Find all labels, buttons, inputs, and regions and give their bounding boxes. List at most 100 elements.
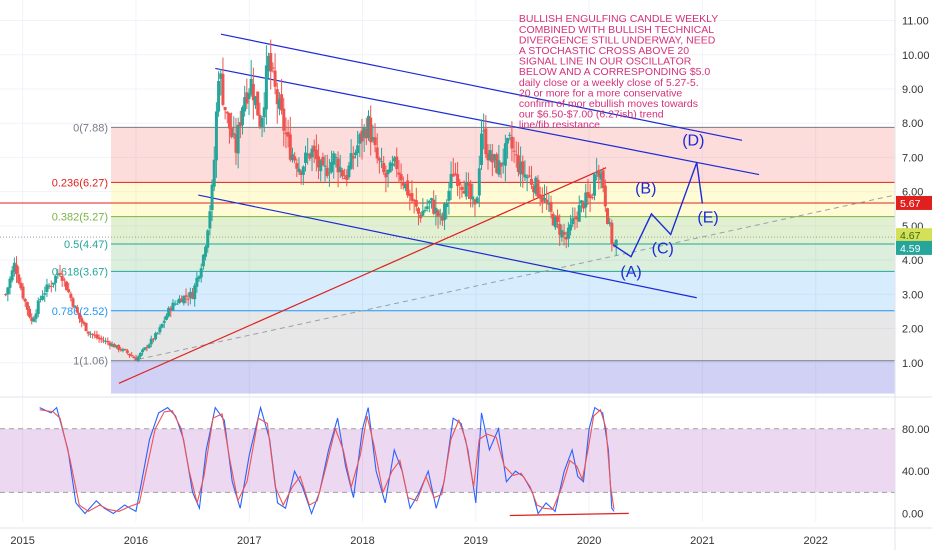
candle-body [197, 276, 201, 279]
oscillator-tick-label: 0.00 [902, 509, 923, 521]
candle-body [514, 154, 518, 156]
candle-body [204, 246, 208, 257]
price-tick-label: 9.00 [902, 84, 923, 96]
candle-body [473, 199, 477, 205]
candle-body [508, 134, 512, 136]
candle-body [436, 210, 440, 217]
candle-body [408, 193, 412, 197]
time-tick-label: 2020 [577, 535, 601, 547]
candle-body [438, 213, 442, 215]
candle-body [297, 168, 301, 172]
candle-body [184, 295, 188, 297]
dashed-support-line[interactable] [130, 194, 896, 362]
candle-body [145, 347, 149, 349]
wave-label: (A) [620, 264, 641, 281]
time-axis[interactable]: 2015 2016 2017 2018 2019 2020 2021 2022 [0, 527, 932, 547]
candle-body [273, 70, 277, 87]
price-tick-label: 4.00 [902, 255, 923, 267]
candle-body [477, 168, 481, 196]
candle-body [527, 175, 531, 177]
candle-body [23, 298, 27, 302]
candle-body [93, 334, 97, 336]
channel-upper-inner-line[interactable] [215, 67, 760, 176]
candle-body [597, 169, 601, 177]
candle-body [336, 158, 340, 173]
time-tick-label: 2022 [803, 535, 827, 547]
candle-body [606, 208, 610, 224]
candle-body [73, 306, 77, 308]
wave-label: (D) [682, 132, 704, 149]
annotation-line: DIVERGENCE STILL UNDERWAY, NEED [519, 34, 716, 46]
candle-body [393, 157, 397, 162]
candle-body [277, 98, 281, 109]
candle-body [340, 170, 344, 177]
candle-body [353, 152, 357, 156]
price-tick-label: 10.00 [902, 50, 930, 62]
candle-body [382, 163, 386, 173]
candle-body [499, 162, 503, 167]
wave-path[interactable] [612, 162, 704, 258]
candle-body [15, 264, 19, 275]
candle-body [282, 108, 286, 131]
candle-body [564, 236, 568, 240]
channel-upper-line[interactable] [220, 33, 743, 141]
candle-body [51, 282, 55, 285]
candle-body [386, 169, 390, 175]
candle-body [319, 160, 323, 172]
fib-band [111, 271, 895, 311]
fib-level-label: 1(1.06) [73, 356, 108, 368]
candle-body [471, 196, 475, 200]
candle-body [399, 174, 403, 181]
wave-label: (C) [652, 240, 674, 257]
time-tick-label: 2017 [237, 535, 261, 547]
candle-body [425, 206, 429, 209]
price-tag-box [896, 195, 932, 210]
wave-projection[interactable]: (A) (B) (C) (D) (E) [612, 132, 719, 281]
candle-body [349, 153, 353, 169]
oscillator-axis[interactable]: 0.00 40.00 80.00 [902, 424, 930, 521]
stochastic-oscillator-pane[interactable] [0, 397, 895, 522]
oscillator-lines [39, 405, 629, 517]
candle-body [78, 312, 82, 319]
candle-body [69, 293, 73, 298]
price-candles [4, 39, 618, 363]
candle-body [562, 231, 566, 235]
trend-lines[interactable] [0, 33, 896, 384]
candle-body [169, 308, 173, 311]
annotation-line: confirm of mor ebullish moves towards [519, 98, 698, 110]
candle-body [136, 356, 140, 362]
candle-body [195, 277, 199, 287]
candle-body [462, 190, 466, 194]
candle-body [36, 300, 40, 314]
candle-body [490, 153, 494, 163]
time-tick-label: 2018 [350, 535, 374, 547]
candle-body [612, 243, 616, 245]
candle-body [542, 197, 546, 200]
channel-lower-line[interactable] [198, 194, 697, 299]
candle-body [608, 222, 612, 224]
fib-level-label: 0(7.88) [73, 122, 108, 134]
candle-body [479, 133, 483, 166]
candle-body [308, 153, 312, 159]
analysis-annotation[interactable]: BULLISH ENGULFING CANDLE WEEKLYCOMBINED … [519, 13, 718, 131]
candle-body [188, 291, 192, 298]
candle-body [547, 203, 551, 205]
candle-body [108, 342, 112, 346]
candle-body [371, 137, 375, 141]
annotation-line: BELOW AND A CORRESPONDING $5.0 [519, 66, 711, 78]
red-uptrend-line[interactable] [118, 167, 607, 384]
price-tick-label: 6.00 [902, 187, 923, 199]
candle-body [434, 207, 438, 214]
annotation-line: SIGNAL LINE IN OUR OSCILLATOR [519, 56, 692, 68]
candle-body [334, 157, 338, 159]
annotation-line: daily close or a weekly close of 5.27-5. [519, 77, 699, 89]
price-tick-label: 1.00 [902, 358, 923, 370]
candle-body [466, 182, 470, 186]
price-pane[interactable]: 0(7.88) 0.236(6.27) 0.382(5.27) 0.5(4.47) 0.… [0, 0, 896, 397]
candle-body [119, 349, 123, 351]
divergence-line[interactable] [509, 512, 629, 517]
candle-body [134, 357, 138, 361]
fibonacci-retracement[interactable]: 0(7.88) 0.236(6.27) 0.382(5.27) 0.5(4.47) 0.… [52, 122, 895, 394]
candle-body [149, 338, 153, 345]
